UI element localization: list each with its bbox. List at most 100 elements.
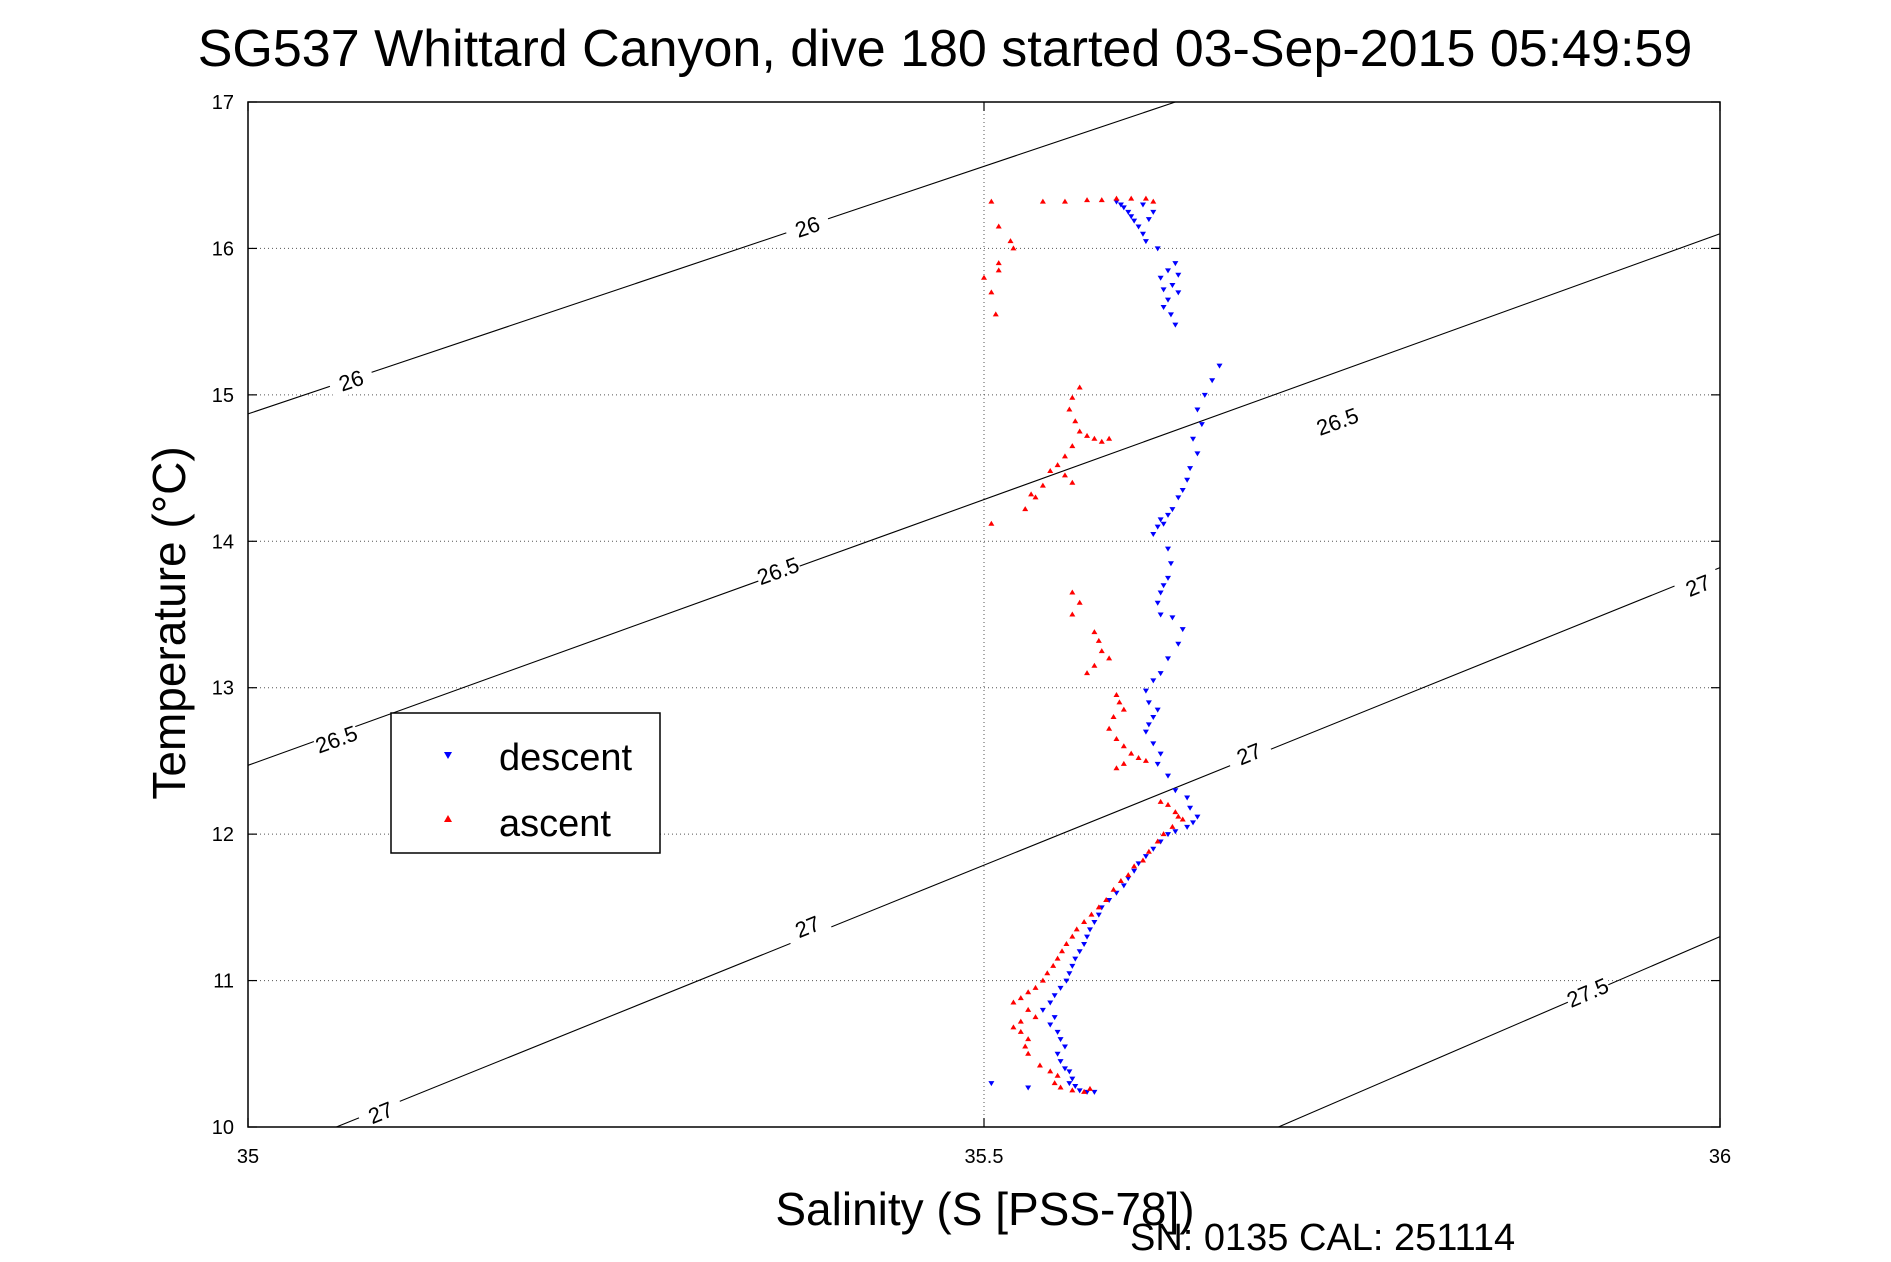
descent-point — [1190, 820, 1197, 826]
ascent-point — [1072, 418, 1079, 424]
ascent-point — [1128, 750, 1135, 756]
descent-point — [1201, 392, 1208, 398]
ascent-point — [988, 520, 995, 526]
descent-point — [1113, 890, 1120, 896]
descent-point — [1139, 231, 1146, 237]
descent-point — [1125, 209, 1132, 215]
ascent-point — [1172, 809, 1179, 815]
descent-point — [1063, 978, 1070, 984]
ascent-point — [1131, 863, 1138, 869]
ascent-point — [1106, 435, 1113, 441]
ascent-point — [1057, 1084, 1064, 1090]
descent-point — [1157, 671, 1164, 677]
ascent-point — [1098, 438, 1105, 444]
ascent-point — [1113, 692, 1120, 698]
ascent-point — [1157, 798, 1164, 804]
descent-point — [1142, 688, 1149, 694]
ascent-point — [1032, 1014, 1039, 1020]
descent-point — [1187, 805, 1194, 811]
contour-label-halo — [355, 1092, 406, 1133]
ascent-point — [1154, 838, 1161, 844]
descent-point — [1198, 422, 1205, 428]
ascent-point — [1110, 714, 1117, 719]
ascent-point — [1047, 468, 1054, 473]
y-tick-label: 11 — [213, 971, 234, 993]
descent-point — [988, 1081, 995, 1087]
ascent-point — [1145, 848, 1152, 854]
ascent-point — [1084, 197, 1091, 203]
serial-calibration-note: SN: 0135 CAL: 251114 — [1130, 1217, 1515, 1259]
descent-point — [1209, 378, 1216, 384]
descent-point — [1194, 814, 1201, 820]
axis-ticks: 35 35.5 36 10 11 12 13 14 15 16 17 — [212, 92, 1731, 1168]
ascent-point — [1054, 462, 1061, 468]
ascent-point — [995, 260, 1002, 266]
legend-item-descent: descent — [444, 737, 633, 779]
descent-point — [1172, 788, 1179, 794]
descent-point — [1172, 322, 1179, 328]
ascent-point — [1044, 970, 1051, 976]
descent-point — [1154, 246, 1161, 252]
contour-label-halo — [782, 906, 833, 947]
descent-point — [1145, 722, 1152, 728]
ascent-point — [1095, 637, 1102, 643]
ascent-point — [1081, 1088, 1088, 1094]
ascent-point — [1017, 995, 1024, 1001]
contour-label-halo — [1312, 401, 1363, 441]
descent-point — [1047, 1022, 1054, 1028]
ascent-point — [1120, 743, 1127, 749]
y-tick-label: 16 — [212, 238, 234, 260]
descent-point — [1154, 600, 1161, 606]
ascent-point — [1113, 735, 1120, 741]
ascent-point — [1054, 1072, 1061, 1078]
ascent-point — [1039, 482, 1046, 488]
ascent-point — [1117, 878, 1124, 883]
ascent-point — [1069, 479, 1076, 485]
ascent-point — [1106, 655, 1113, 661]
ascent-point — [1086, 1085, 1093, 1091]
descent-point — [1160, 521, 1167, 527]
descent-point — [1084, 1089, 1091, 1095]
ascent-point — [1084, 670, 1091, 676]
descent-point — [1157, 275, 1164, 281]
ascent-point — [1120, 760, 1127, 766]
x-tick-label: 35.5 — [965, 1146, 1004, 1168]
ascent-point — [1054, 955, 1061, 961]
ascent-point — [1073, 926, 1080, 932]
ascent-point — [1110, 886, 1117, 892]
ascent-point — [1091, 662, 1098, 668]
ascent-point — [1010, 245, 1017, 251]
descent-point — [1150, 531, 1157, 537]
descent-point — [1084, 934, 1091, 940]
descent-point — [1061, 1044, 1068, 1050]
descent-point — [1051, 1015, 1058, 1021]
descent-point — [1169, 507, 1176, 513]
density-contour-26 — [247, 101, 1176, 415]
ascent-point — [1128, 195, 1135, 201]
descent-point — [1157, 590, 1164, 596]
ascent-point — [1039, 198, 1046, 204]
descent-point — [1086, 927, 1093, 933]
ascent-point — [1095, 904, 1102, 910]
ascent-point — [1150, 198, 1157, 204]
ascent-point — [1069, 394, 1076, 400]
ascent-point — [1076, 428, 1083, 434]
descent-point — [1165, 832, 1171, 838]
descent-point — [1165, 656, 1171, 662]
ascent-point — [1103, 897, 1110, 903]
descent-point — [1072, 1084, 1079, 1089]
ascent-point — [1125, 872, 1132, 878]
descent-point — [1160, 305, 1167, 310]
ascent-point — [1116, 699, 1123, 705]
descent-point — [1154, 707, 1161, 713]
descent-point — [1169, 615, 1176, 621]
legend-descent-marker — [444, 752, 452, 759]
descent-point — [1184, 477, 1191, 483]
ascent-point — [1047, 1068, 1054, 1074]
ascent-point — [1165, 801, 1171, 807]
descent-point — [1066, 1069, 1073, 1075]
descent-point — [1150, 678, 1157, 684]
ascent-point — [1059, 948, 1066, 954]
descent-point — [1139, 202, 1146, 208]
descent-point — [1157, 839, 1164, 845]
